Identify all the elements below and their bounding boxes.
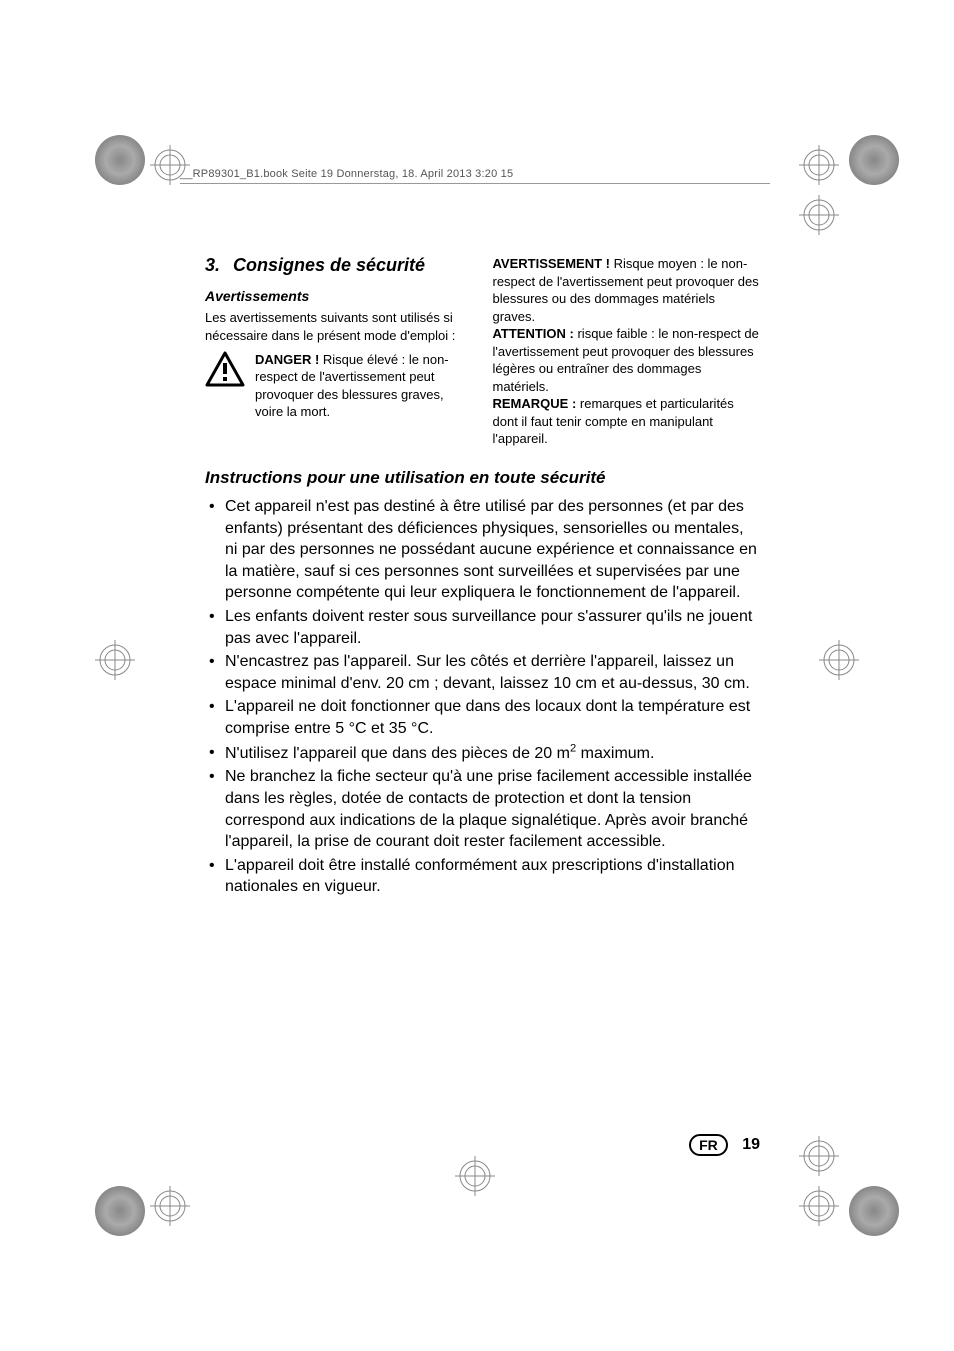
remarque-para: REMARQUE : remarques et particularités d… <box>493 395 761 448</box>
instruction-item: N'encastrez pas l'appareil. Sur les côté… <box>205 651 760 694</box>
reg-mark-icon <box>455 1156 495 1196</box>
header-rule <box>180 183 770 184</box>
reg-mark-icon <box>150 1186 190 1226</box>
language-badge: FR <box>689 1134 728 1156</box>
section-number: 3. <box>205 255 233 277</box>
page: __RP89301_B1.book Seite 19 Donnerstag, 1… <box>0 0 954 1351</box>
instruction-text: Ne branchez la fiche secteur qu'à une pr… <box>225 768 752 850</box>
instruction-item: N'utilisez l'appareil que dans des pièce… <box>205 742 760 765</box>
instructions-list: Cet appareil n'est pas destiné à être ut… <box>205 496 760 898</box>
section-title-text: Consignes de sécurité <box>233 255 433 277</box>
content-area: 3.Consignes de sécurité Avertissements L… <box>205 255 760 900</box>
attention-para: ATTENTION : risque faible : le non-respe… <box>493 325 761 395</box>
page-number: 19 <box>742 1136 760 1154</box>
attention-label: ATTENTION : <box>493 326 574 341</box>
two-column-block: 3.Consignes de sécurité Avertissements L… <box>205 255 760 448</box>
danger-text: DANGER ! Risque élevé : le non-respect d… <box>255 351 473 421</box>
avert-para: AVERTISSEMENT ! Risque moyen : le non-re… <box>493 255 761 325</box>
instruction-text: Les enfants doivent rester sous surveill… <box>225 608 752 647</box>
warnings-intro: Les avertissements suivants sont utilisé… <box>205 309 473 344</box>
danger-label: DANGER ! <box>255 352 319 367</box>
instruction-text: N'utilisez l'appareil que dans des pièce… <box>225 745 654 762</box>
reg-mark-icon <box>799 1186 839 1226</box>
right-column: AVERTISSEMENT ! Risque moyen : le non-re… <box>493 255 761 448</box>
reg-mark-icon <box>819 640 859 680</box>
reg-sphere-top-right <box>849 135 899 185</box>
warnings-subtitle: Avertissements <box>205 287 473 306</box>
instruction-item: L'appareil ne doit fonctionner que dans … <box>205 696 760 739</box>
instruction-item: L'appareil doit être installé conforméme… <box>205 855 760 898</box>
reg-mark-icon <box>799 145 839 185</box>
danger-row: DANGER ! Risque élevé : le non-respect d… <box>205 351 473 421</box>
reg-mark-icon <box>799 195 839 235</box>
remarque-label: REMARQUE : <box>493 396 577 411</box>
reg-sphere-bottom-right <box>849 1186 899 1236</box>
reg-mark-icon <box>799 1136 839 1176</box>
instruction-item: Ne branchez la fiche secteur qu'à une pr… <box>205 766 760 852</box>
reg-sphere-top-left <box>95 135 145 185</box>
section-title: 3.Consignes de sécurité <box>205 255 473 277</box>
left-column: 3.Consignes de sécurité Avertissements L… <box>205 255 473 448</box>
header-filename: __RP89301_B1.book Seite 19 Donnerstag, 1… <box>180 168 513 180</box>
instruction-text: N'encastrez pas l'appareil. Sur les côté… <box>225 653 750 692</box>
instruction-item: Les enfants doivent rester sous surveill… <box>205 606 760 649</box>
avert-label: AVERTISSEMENT ! <box>493 256 611 271</box>
instructions-title: Instructions pour une utilisation en tou… <box>205 468 760 488</box>
page-footer: FR 19 <box>205 1134 760 1156</box>
instruction-text: L'appareil doit être installé conforméme… <box>225 857 735 896</box>
warning-triangle-icon <box>205 351 245 387</box>
instruction-item: Cet appareil n'est pas destiné à être ut… <box>205 496 760 604</box>
instruction-text: Cet appareil n'est pas destiné à être ut… <box>225 498 757 601</box>
reg-sphere-bottom-left <box>95 1186 145 1236</box>
reg-mark-icon <box>95 640 135 680</box>
instruction-text: L'appareil ne doit fonctionner que dans … <box>225 698 750 737</box>
